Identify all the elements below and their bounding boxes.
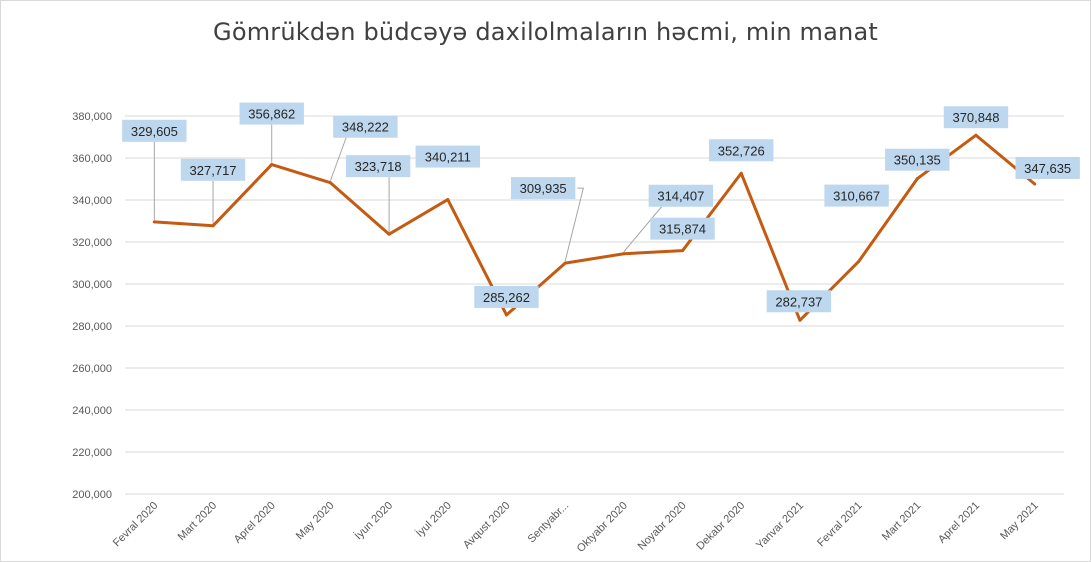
data-label: 282,737 xyxy=(775,294,822,309)
x-tick-label: Oktyabr 2020 xyxy=(575,500,630,555)
x-tick-label: Yanvar 2021 xyxy=(754,500,806,552)
data-label: 323,718 xyxy=(355,159,402,174)
x-tick-label: Fevral 2020 xyxy=(111,500,161,550)
data-point xyxy=(915,177,919,181)
x-tick-label: İyun 2020 xyxy=(352,499,395,542)
data-label-box xyxy=(648,184,714,207)
data-point xyxy=(446,198,450,202)
data-point xyxy=(681,249,685,253)
data-label: 329,605 xyxy=(131,124,178,139)
data-point xyxy=(857,260,861,264)
data-label: 310,667 xyxy=(833,189,880,204)
data-label-box xyxy=(1015,156,1080,179)
x-tick-label: Mart 2021 xyxy=(880,500,924,544)
data-label-box xyxy=(709,139,774,162)
data-point xyxy=(387,232,391,236)
data-label-box xyxy=(474,285,539,308)
data-label: 350,135 xyxy=(894,153,941,168)
data-label: 356,862 xyxy=(248,107,295,122)
data-label-box xyxy=(943,106,1009,129)
data-label: 285,262 xyxy=(483,290,530,305)
y-tick-label: 200,000 xyxy=(72,489,112,501)
data-label: 370,848 xyxy=(952,110,999,125)
x-tick-label: May 2021 xyxy=(998,500,1041,543)
data-label-box xyxy=(510,177,576,200)
data-label: 340,211 xyxy=(425,150,471,165)
data-label: 347,635 xyxy=(1024,161,1071,176)
x-tick-label: Sentyabr... xyxy=(526,500,572,546)
data-point xyxy=(270,163,274,167)
label-leader-line xyxy=(564,187,584,262)
data-label-box xyxy=(345,155,411,178)
y-tick-label: 240,000 xyxy=(72,405,112,417)
x-tick-label: Aprel 2020 xyxy=(232,500,278,546)
data-label: 314,407 xyxy=(657,189,704,204)
data-label-box xyxy=(650,217,715,240)
y-tick-label: 260,000 xyxy=(72,363,112,375)
data-label-box xyxy=(415,145,480,168)
y-tick-label: 320,000 xyxy=(72,237,112,249)
chart-title: Gömrükdən büdcəyə daxilolmaların həcmi, … xyxy=(213,18,878,46)
x-tick-label: Noyabr 2020 xyxy=(636,500,689,553)
label-leader-line xyxy=(329,137,347,181)
data-label-box xyxy=(239,102,304,125)
x-tick-label: Dekabr 2020 xyxy=(694,500,747,553)
data-label-box xyxy=(180,158,246,181)
data-point xyxy=(798,318,802,322)
data-label-box xyxy=(333,115,398,138)
data-point xyxy=(504,313,508,317)
label-leader-line xyxy=(623,206,662,253)
data-label-box xyxy=(122,119,187,142)
data-point xyxy=(974,133,978,137)
y-tick-label: 340,000 xyxy=(72,195,112,207)
data-point xyxy=(328,181,332,185)
x-tick-label: Avqust 2020 xyxy=(461,500,513,552)
data-label: 327,717 xyxy=(190,163,237,178)
data-point xyxy=(739,171,743,175)
data-label: 348,222 xyxy=(342,120,389,135)
data-point xyxy=(563,261,567,265)
y-tick-label: 300,000 xyxy=(72,279,112,291)
data-point xyxy=(1033,182,1037,186)
data-point xyxy=(152,220,156,224)
y-tick-label: 280,000 xyxy=(72,321,112,333)
data-label-box xyxy=(766,290,832,313)
y-tick-label: 360,000 xyxy=(72,153,112,165)
x-tick-label: Mart 2020 xyxy=(176,500,220,544)
data-label-box xyxy=(885,148,950,171)
data-label: 309,935 xyxy=(520,181,567,196)
x-tick-label: Aprel 2021 xyxy=(936,500,982,546)
data-label-box xyxy=(824,184,889,207)
series-line xyxy=(152,133,1037,322)
x-tick-label: Fevral 2021 xyxy=(815,500,865,550)
x-tick-label: İyul 2020 xyxy=(413,499,454,540)
y-tick-label: 220,000 xyxy=(72,447,112,459)
data-point xyxy=(622,252,626,256)
x-tick-label: May 2020 xyxy=(294,500,337,543)
data-point xyxy=(211,224,215,228)
data-label: 315,874 xyxy=(659,222,706,237)
y-tick-label: 380,000 xyxy=(72,111,112,123)
data-label: 352,726 xyxy=(718,143,765,158)
